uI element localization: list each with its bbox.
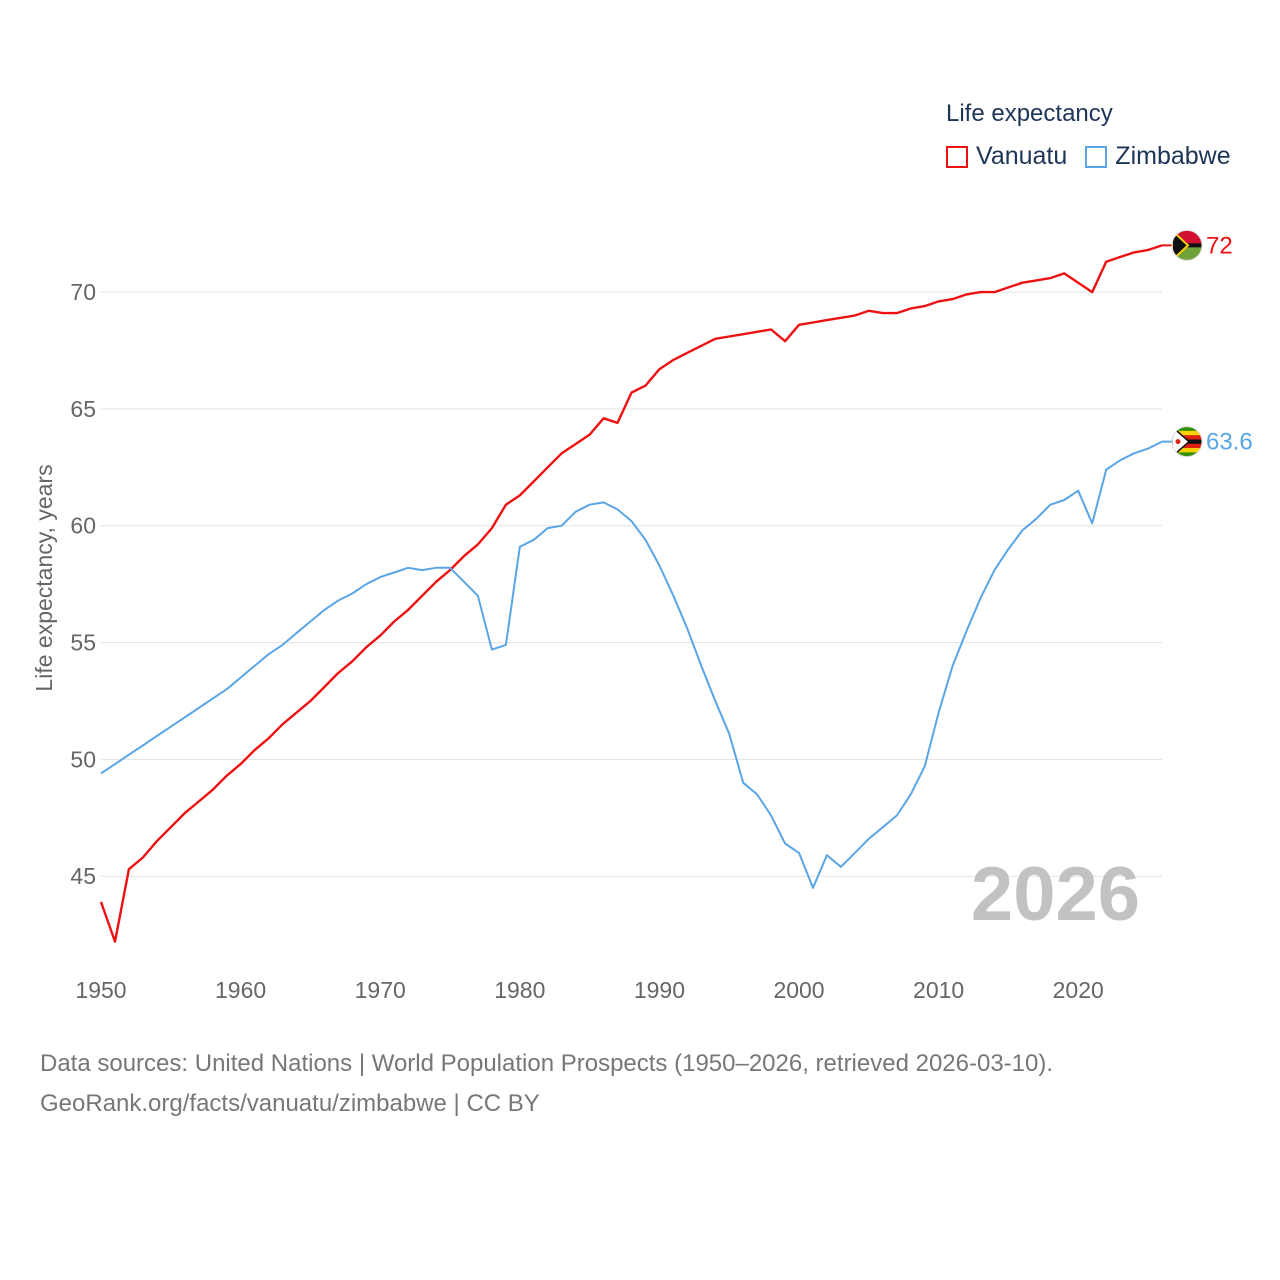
end-value-label-vanuatu: 72 — [1206, 232, 1233, 259]
legend-title: Life expectancy — [946, 100, 1113, 127]
legend-swatch-vanuatu — [946, 145, 968, 168]
y-axis-label: Life expectancy, years — [31, 464, 57, 691]
y-tick-label-65: 65 — [70, 396, 96, 422]
x-tick-label-2000: 2000 — [773, 977, 824, 1003]
y-tick-label-50: 50 — [70, 746, 96, 772]
end-value-label-zimbabwe: 63.6 — [1206, 429, 1253, 456]
legend-label-vanuatu: Vanuatu — [976, 142, 1068, 170]
x-tick-label-1960: 1960 — [215, 977, 266, 1003]
legend-swatch-zimbabwe — [1085, 145, 1108, 168]
x-tick-label-1970: 1970 — [355, 977, 406, 1003]
y-tick-label-70: 70 — [70, 279, 96, 305]
y-axis-ticks: 45 50 55 60 65 70 — [70, 279, 96, 889]
x-axis-ticks: 1950 1960 1970 1980 1990 2000 2010 2020 — [75, 977, 1103, 1003]
legend-item-zimbabwe[interactable]: Zimbabwe — [1085, 142, 1231, 171]
grid-lines — [101, 291, 1162, 877]
y-tick-label-60: 60 — [70, 513, 96, 539]
source-line-2[interactable]: GeoRank.org/facts/vanuatu/zimbabwe | CC … — [40, 1090, 540, 1117]
x-tick-label-1990: 1990 — [634, 977, 685, 1003]
legend-item-vanuatu[interactable]: Vanuatu — [946, 142, 1067, 171]
x-tick-label-1950: 1950 — [75, 977, 126, 1003]
year-watermark: 2026 — [971, 852, 1140, 937]
legend-label-zimbabwe: Zimbabwe — [1115, 142, 1231, 170]
zimbabwe-flag-icon — [1171, 426, 1203, 458]
vanuatu-flag-icon — [1171, 229, 1203, 261]
y-tick-label-45: 45 — [70, 863, 96, 889]
x-tick-label-2020: 2020 — [1053, 977, 1104, 1003]
source-line-1: Data sources: United Nations | World Pop… — [40, 1050, 1054, 1077]
x-tick-label-2010: 2010 — [913, 977, 964, 1003]
x-tick-label-1980: 1980 — [494, 977, 545, 1003]
source-note: Data sources: United Nations | World Pop… — [40, 1044, 1053, 1124]
legend: Vanuatu Zimbabwe — [946, 142, 1249, 171]
series-line-zimbabwe — [100, 440, 1163, 889]
y-tick-label-55: 55 — [70, 630, 96, 656]
series-line-vanuatu — [99, 244, 1163, 943]
